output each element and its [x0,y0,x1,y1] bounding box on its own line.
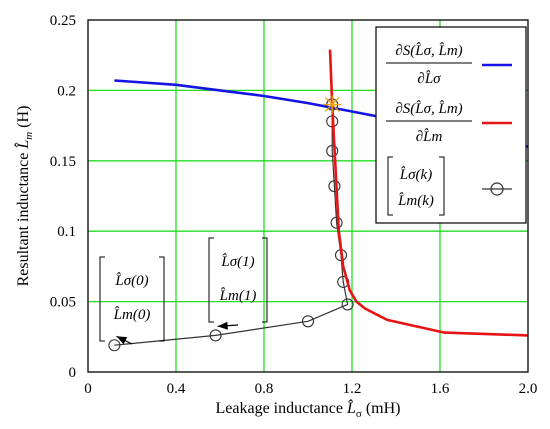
data-point [330,216,343,229]
plot-frame [87,19,529,373]
x-tick-label: 2.0 [519,381,538,397]
data-point [341,298,354,311]
legend-numerator: ∂S(L̂σ, L̂m) [395,101,462,117]
legend-denominator: ∂L̂σ [417,71,441,87]
legend-swatch-3-marker [490,182,504,196]
data-point [209,329,222,342]
annotation-arrow-head [217,321,228,330]
legend: ∂S(L̂σ, L̂m) ∂L̂σ ∂S(L̂σ, L̂m) ∂L̂m L̂σ(k) L̂… [375,26,527,224]
bracket-right [439,156,445,216]
x-axis-label: Leakage inductance L̂σ (mH) [216,398,401,420]
annotation-bottom: L̂m(0) [113,307,151,323]
annotation-bottom: L̂m(1) [219,288,257,304]
y-axis-label: Resultant inductance L̂m (H) [13,106,35,287]
axis-labels: Leakage inductance L̂σ (mH) Resultant ind… [13,106,400,420]
legend-numerator: ∂S(L̂σ, L̂m) [395,43,462,59]
annotation-arrow-head [116,336,128,345]
bracket-right [262,237,268,323]
y-tick-label: 0.25 [50,13,76,29]
data-point [326,144,339,157]
annotation-top: L̂σ(0) [114,273,148,289]
y-tick-label: 0.05 [50,295,76,311]
bracket-left [208,237,214,323]
legend-box [375,26,527,224]
legend-denominator: ∂L̂m [416,129,443,145]
data-point [108,339,121,352]
y-tick-label: 0.15 [50,154,76,170]
x-tick-label: 0 [84,381,92,397]
series-layer [108,49,529,352]
intersection-marker [324,97,340,112]
annotation-top: L̂σ(1) [220,254,254,270]
y-tick-label: 0.1 [57,224,76,240]
bracket-left [99,256,105,342]
x-tick-label: 1.2 [343,381,362,397]
annotations: L̂σ(0) L̂m(0) L̂σ(1) L̂m(1) [99,237,268,345]
x-tick-label: 1.6 [431,381,450,397]
bracket-left [387,156,393,216]
x-tick-label: 0.4 [167,381,186,397]
legend-vector-bottom: L̂m(k) [397,193,434,209]
y-tick-label: 0.2 [57,83,76,99]
data-point [328,180,341,193]
series-line-2 [328,49,529,337]
x-tick-label: 0.8 [255,381,274,397]
y-tick-label: 0 [69,365,77,381]
bracket-right [159,256,165,342]
tick-labels: 0 0.4 0.8 1.2 1.6 2.0 0 0.05 0.1 0.15 0.2 0.25 [50,13,538,397]
data-point [301,315,315,328]
legend-vector-top: L̂σ(k) [399,167,432,183]
